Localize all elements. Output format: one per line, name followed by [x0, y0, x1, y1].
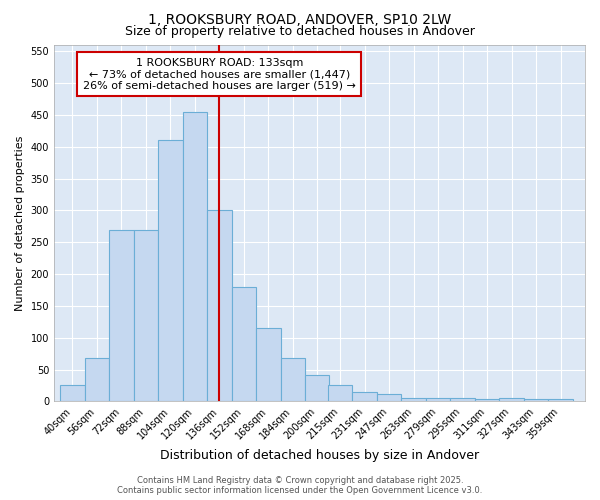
Bar — [305, 374, 329, 402]
Bar — [401, 398, 426, 402]
Bar — [451, 398, 475, 402]
Bar — [426, 398, 451, 402]
Bar — [499, 398, 524, 402]
Text: 1 ROOKSBURY ROAD: 133sqm
← 73% of detached houses are smaller (1,447)
26% of sem: 1 ROOKSBURY ROAD: 133sqm ← 73% of detach… — [83, 58, 356, 91]
Bar — [328, 386, 352, 402]
Bar — [352, 392, 377, 402]
Text: Size of property relative to detached houses in Andover: Size of property relative to detached ho… — [125, 25, 475, 38]
Y-axis label: Number of detached properties: Number of detached properties — [15, 136, 25, 311]
Bar — [109, 230, 134, 402]
Bar — [377, 394, 401, 402]
Bar — [232, 287, 256, 402]
Bar — [281, 358, 305, 402]
Bar — [60, 386, 85, 402]
Bar — [207, 210, 232, 402]
Bar — [548, 400, 573, 402]
Text: Contains HM Land Registry data © Crown copyright and database right 2025.
Contai: Contains HM Land Registry data © Crown c… — [118, 476, 482, 495]
Bar — [182, 112, 207, 402]
Bar — [158, 140, 182, 402]
Bar — [524, 400, 548, 402]
Bar — [256, 328, 281, 402]
Bar — [85, 358, 109, 402]
X-axis label: Distribution of detached houses by size in Andover: Distribution of detached houses by size … — [160, 450, 479, 462]
Text: 1, ROOKSBURY ROAD, ANDOVER, SP10 2LW: 1, ROOKSBURY ROAD, ANDOVER, SP10 2LW — [148, 12, 452, 26]
Bar — [134, 230, 158, 402]
Bar — [475, 400, 499, 402]
